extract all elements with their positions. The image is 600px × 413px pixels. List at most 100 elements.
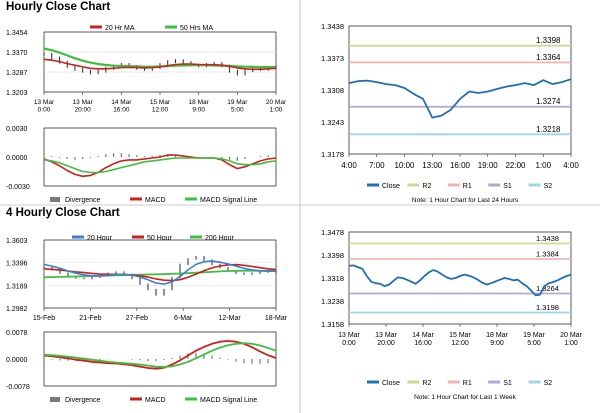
four-hourly-macd-legend-label: MACD Signal Line [200, 397, 257, 404]
hourly-24h-xtick-label: 10:00 [394, 161, 415, 170]
hourly-macd-legend-label: MACD [145, 197, 166, 204]
hourly-24h-xtick-label: 13:00 [422, 161, 443, 170]
hourly-price-xtick-label: 15 Mar [150, 99, 171, 106]
four-hourly-macd-series-signal [43, 342, 277, 368]
hourly-24h-note: Note: 1 Hour Chart for Last 24 Hours [412, 197, 519, 204]
four-hourly-price-xtick-label: 6-Mar [174, 315, 193, 322]
four-hourly-week-level-label-s2: 1.3198 [536, 303, 559, 312]
hourly-macd-legend-swatch [50, 197, 60, 202]
four-hourly-week-xtick-label: 18 Mar [486, 332, 508, 339]
hourly-price-legend-label: 20 Hr MA [105, 25, 135, 32]
four-hourly-price-ytick-label: 1.3189 [6, 283, 28, 290]
four-hourly-price-xtick-label: 21-Feb [79, 315, 101, 322]
hourly-price-xtick-label: 13 Mar [73, 99, 94, 106]
four-hourly-week-xtick-label: 14 Mar [412, 332, 434, 339]
four-hourly-macd-ytick-label: -0.0078 [6, 384, 30, 391]
four-hourly-week-xtick-label: 13 Mar [338, 332, 360, 339]
four-hourly-week-xtick-label: 19 Mar [523, 332, 545, 339]
hourly-24h-ytick-label: 1.3178 [321, 150, 344, 159]
four-hourly-week-xtick-label: 1:00 [564, 340, 578, 347]
four-hourly-week-xtick-label: 15 Mar [449, 332, 471, 339]
hourly-24h-xtick-label: 4:00 [563, 161, 579, 170]
four-hourly-week-legend-label: S2 [544, 380, 553, 387]
hourly-macd-ytick-label: -0.0030 [6, 184, 30, 191]
four-hourly-week-xtick-label: 13 Mar [375, 332, 397, 339]
hourly-24h-ytick-label: 1.3438 [321, 22, 344, 31]
four-hourly-week-level-label-r1: 1.3384 [536, 250, 559, 259]
four-hourly-price-series-200-hour [43, 269, 276, 279]
hourly-24h-series-close [348, 78, 572, 119]
four-hourly-price-ytick-label: 1.3603 [6, 238, 28, 245]
four-hourly-week-legend-label: Close [382, 380, 400, 387]
hourly-price-xtick-label: 16:00 [113, 107, 130, 114]
four-hourly-price-legend-label: 50 Hour [147, 235, 173, 242]
hourly-24h-xtick-label: 22:00 [505, 161, 526, 170]
four-hourly-macd-legend-swatch [50, 397, 60, 402]
hourly-24h-xtick-label: 4:00 [341, 161, 357, 170]
four-hourly-week-series-close [348, 264, 572, 297]
hourly-price-legend-label: 50 Hrs MA [180, 25, 213, 32]
four-hourly-macd-series-macd [43, 340, 277, 370]
hourly-price-ytick-label: 1.3287 [6, 70, 28, 77]
four-hourly-price-xtick-label: 15-Feb [33, 315, 55, 322]
four-hourly-macd-legend-label: MACD [145, 397, 166, 404]
hourly-price-series-20hr-ma [43, 58, 277, 71]
four-hourly-macd-legend-label: Divergence [65, 397, 101, 404]
four-hourly-price-legend-label: 20 Hour [87, 235, 113, 242]
hourly-price-ytick-label: 1.3370 [6, 50, 28, 57]
four-hourly-price-ytick-label: 1.2982 [6, 306, 28, 313]
hourly-24h-legend-label: R1 [463, 183, 472, 190]
hourly-macd-series-macd [43, 154, 277, 178]
hourly-macd-ytick-label: 0.0030 [6, 126, 28, 133]
hourly-price-xtick-label: 20:00 [75, 107, 92, 114]
four-hourly-week-ytick-label: 1.3478 [321, 228, 344, 237]
hourly-price-xtick-label: 13 Mar [34, 99, 55, 106]
hourly-24h-level-label-r1: 1.3364 [536, 53, 561, 62]
four-hourly-macd-ytick-label: 0.0000 [6, 357, 28, 364]
hourly-24h-xtick-label: 1:00 [535, 161, 551, 170]
hourly-price-xtick-label: 1:00 [270, 107, 283, 114]
hourly-price-xtick-label: 5:00 [231, 107, 244, 114]
hourly-price-xtick-label: 0:00 [38, 107, 51, 114]
four-hourly-week-xtick-label: 12:00 [451, 340, 469, 347]
hourly-24h-ytick-label: 1.3308 [321, 86, 344, 95]
hourly-price-xtick-label: 9:00 [192, 107, 205, 114]
four-hourly-price-series-20-hour [43, 260, 276, 285]
four-hourly-macd-frame [43, 331, 277, 387]
hourly-price-ytick-label: 1.3203 [6, 90, 28, 97]
four-hourly-week-xtick-label: 20 Mar [560, 332, 582, 339]
four-hourly-week-xtick-label: 9:00 [490, 340, 504, 347]
four-hourly-week-xtick-label: 5:00 [527, 340, 541, 347]
hourly-macd-legend-label: Divergence [65, 197, 101, 204]
four-hourly-week-note: Note: 1 Hour Chart for Last 1 Week [414, 394, 517, 401]
four-hourly-week-xtick-label: 20:00 [377, 340, 395, 347]
hourly-24h-legend-label: S1 [503, 183, 512, 190]
hourly-24h-legend-label: R2 [422, 183, 431, 190]
four-hourly-week-level-label-s1: 1.3264 [536, 284, 559, 293]
hourly-price-xtick-label: 19 Mar [227, 99, 248, 106]
four-hourly-price-xtick-label: 27-Feb [126, 315, 148, 322]
hourly-24h-ytick-label: 1.3373 [321, 54, 344, 63]
hourly-section-title: Hourly Close Chart [6, 1, 111, 13]
hourly-24h-xtick-label: 19:00 [478, 161, 499, 170]
hourly-price-ytick-label: 1.3454 [6, 30, 28, 37]
four-hourly-section-title: 4 Hourly Close Chart [6, 207, 120, 219]
hourly-price-xtick-label: 20 Mar [266, 99, 287, 106]
four-hourly-price-xtick-label: 18-Mar [265, 315, 288, 322]
hourly-24h-xtick-label: 16:00 [450, 161, 471, 170]
hourly-price-xtick-label: 18 Mar [189, 99, 210, 106]
four-hourly-macd-ytick-label: 0.0078 [6, 330, 28, 337]
hourly-24h-xtick-label: 7:00 [369, 161, 385, 170]
four-hourly-week-ytick-label: 1.3318 [321, 274, 344, 283]
four-hourly-price-ytick-label: 1.3396 [6, 261, 28, 268]
hourly-price-xtick-label: 14 Mar [111, 99, 132, 106]
hourly-price-frame [43, 31, 277, 93]
hourly-24h-legend-label: S2 [544, 183, 553, 190]
four-hourly-week-xtick-label: 16:00 [414, 340, 432, 347]
four-hourly-price-frame [43, 239, 277, 309]
four-hourly-week-ytick-label: 1.3398 [321, 251, 344, 260]
four-hourly-week-ytick-label: 1.3158 [321, 320, 344, 329]
four-hourly-week-ytick-label: 1.3238 [321, 297, 344, 306]
four-hourly-week-legend-label: S1 [503, 380, 512, 387]
